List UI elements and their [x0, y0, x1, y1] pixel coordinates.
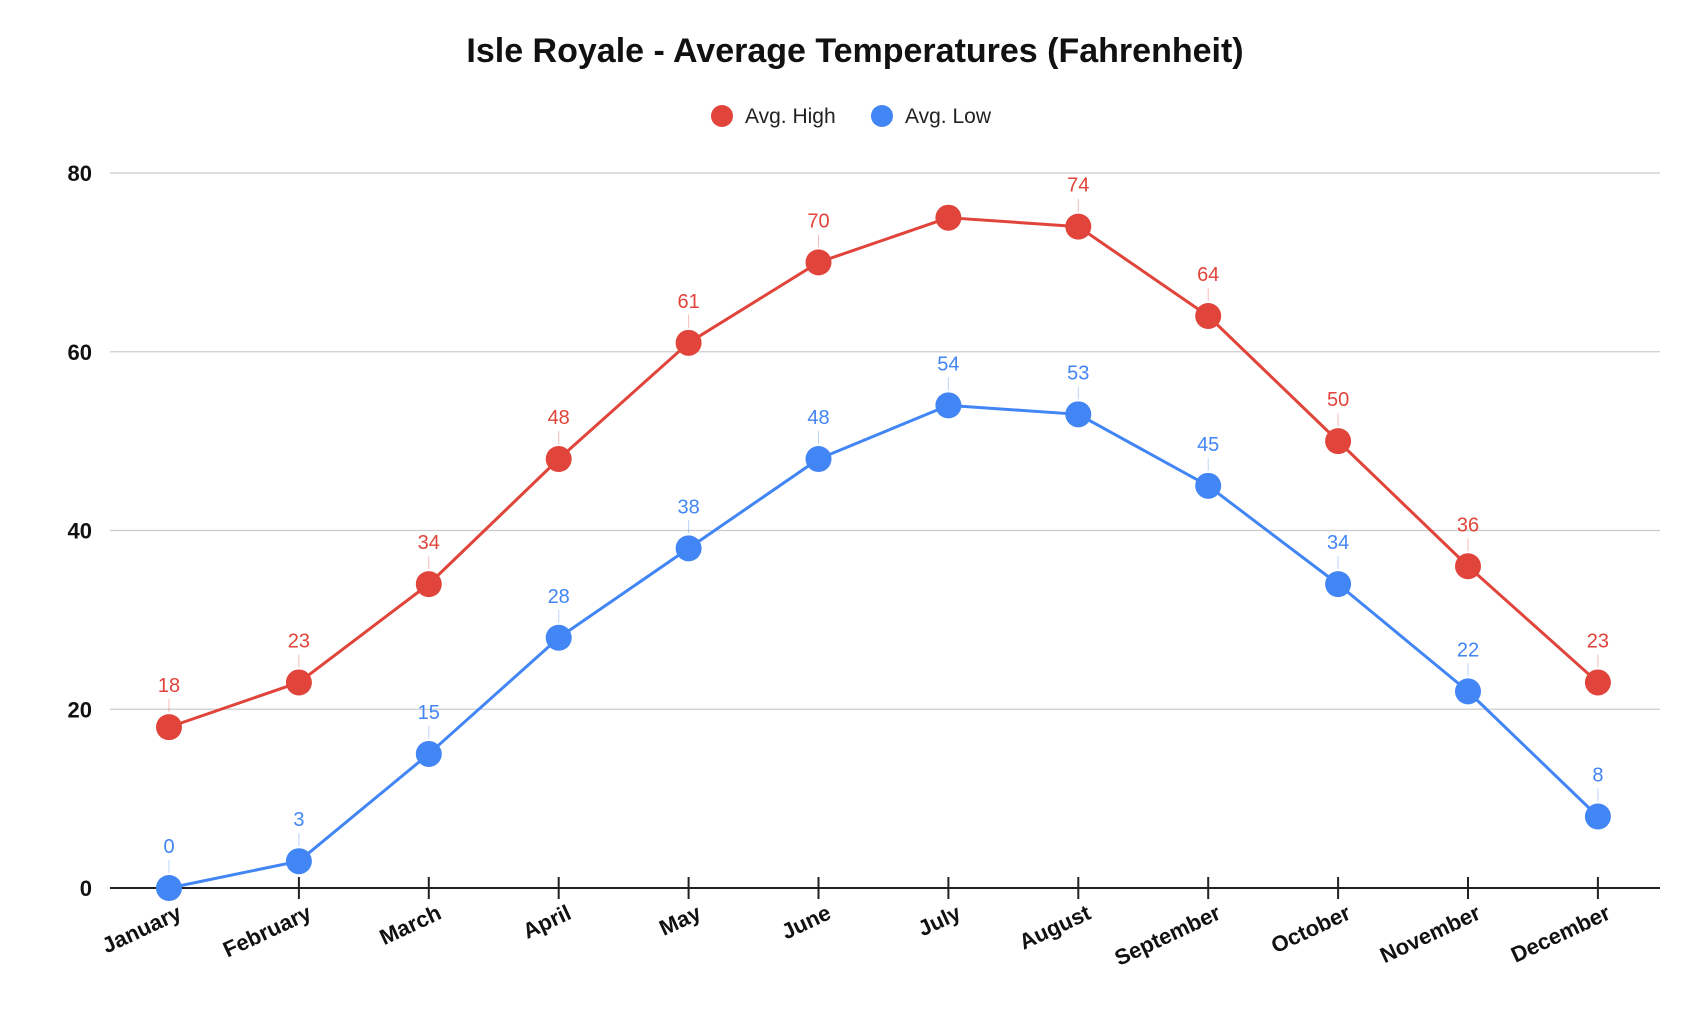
legend-item-avg-high: Avg. High — [711, 105, 836, 128]
x-tick-label-march: March — [376, 900, 445, 950]
x-tick-label-may: May — [655, 900, 705, 941]
data-label-avg-low-june: 48 — [807, 407, 829, 429]
data-point-avg-high-october[interactable] — [1325, 428, 1352, 455]
series-line-avg-high — [167, 216, 1600, 729]
x-tick-label-september: September — [1111, 900, 1225, 971]
legend-label-avg-high: Avg. High — [745, 105, 836, 128]
data-label-avg-high-may: 61 — [677, 291, 699, 313]
data-point-avg-low-march[interactable] — [415, 740, 442, 767]
data-label-avg-low-may: 38 — [677, 496, 699, 518]
data-point-avg-high-april[interactable] — [545, 446, 572, 472]
data-point-avg-high-december[interactable] — [1584, 669, 1611, 696]
legend-item-avg-low: Avg. Low — [871, 105, 992, 128]
gridlines — [110, 172, 1660, 710]
legend-label-avg-low: Avg. Low — [905, 105, 992, 128]
y-tick-label-20: 20 — [68, 697, 92, 722]
x-tick-label-december: December — [1507, 900, 1614, 968]
data-point-avg-high-july[interactable] — [935, 204, 962, 231]
x-tick-label-april: April — [519, 900, 575, 944]
legend: Avg. High Avg. Low — [711, 105, 992, 128]
x-tick-label-february: February — [219, 900, 316, 963]
data-label-avg-high-september: 64 — [1197, 264, 1219, 286]
data-label-avg-high-august: 74 — [1067, 175, 1089, 197]
data-label-avg-low-august: 53 — [1067, 362, 1089, 384]
data-labels: 18 23 34 48 61 70 74 64 50 36 23 0 3 15 28 38 48 54 53 45 34… — [158, 175, 1609, 873]
y-tick-label-80: 80 — [68, 161, 92, 186]
data-label-avg-low-october: 34 — [1327, 532, 1349, 554]
data-label-avg-low-november: 22 — [1457, 639, 1479, 661]
x-tick-label-july: July — [914, 900, 965, 942]
data-label-avg-low-september: 45 — [1197, 434, 1219, 456]
data-point-avg-low-september[interactable] — [1195, 472, 1222, 499]
data-label-avg-high-march: 34 — [418, 532, 440, 554]
data-point-avg-high-march[interactable] — [415, 571, 442, 598]
data-label-avg-high-june: 70 — [807, 210, 829, 232]
y-tick-label-0: 0 — [80, 876, 92, 901]
data-label-avg-high-december: 23 — [1587, 630, 1609, 652]
x-tick-label-january: January — [98, 900, 186, 959]
data-label-avg-low-march: 15 — [418, 702, 440, 724]
data-label-avg-high-january: 18 — [158, 675, 180, 697]
data-point-avg-low-august[interactable] — [1065, 401, 1092, 428]
data-point-avg-low-february[interactable] — [285, 848, 312, 875]
data-label-avg-low-december: 8 — [1592, 765, 1603, 787]
x-axis-tick-labels: January February March April May June July Augu… — [98, 900, 1614, 971]
data-point-avg-high-may[interactable] — [675, 329, 702, 356]
series — [156, 204, 1611, 901]
chart-title: Isle Royale - Average Temperatures (Fahr… — [466, 32, 1243, 70]
data-point-avg-low-december[interactable] — [1584, 803, 1611, 830]
data-point-avg-low-july[interactable] — [935, 392, 962, 419]
series-avg-low — [156, 392, 1611, 901]
data-point-avg-low-january[interactable] — [156, 875, 182, 901]
x-tick-label-november: November — [1376, 900, 1484, 968]
data-point-avg-low-april[interactable] — [545, 624, 572, 651]
data-point-avg-low-october[interactable] — [1325, 571, 1352, 598]
data-point-avg-high-november[interactable] — [1455, 553, 1481, 580]
x-axis — [110, 877, 1660, 899]
y-axis-tick-labels: 0 20 40 60 80 — [68, 161, 92, 901]
data-label-avg-high-february: 23 — [288, 630, 310, 652]
data-label-avg-low-february: 3 — [293, 809, 304, 831]
data-point-avg-low-june[interactable] — [805, 446, 832, 472]
series-line-avg-low — [167, 403, 1600, 890]
y-tick-label-60: 60 — [68, 340, 92, 365]
data-point-avg-high-january[interactable] — [156, 714, 182, 741]
data-label-avg-low-april: 28 — [548, 586, 570, 608]
x-tick-label-august: August — [1015, 900, 1095, 955]
data-label-avg-high-october: 50 — [1327, 389, 1349, 411]
data-point-avg-high-september[interactable] — [1195, 303, 1222, 329]
series-avg-high — [156, 204, 1611, 741]
data-point-avg-high-february[interactable] — [285, 669, 312, 696]
data-label-avg-low-january: 0 — [163, 836, 174, 858]
data-point-avg-high-august[interactable] — [1065, 213, 1092, 240]
data-point-avg-low-may[interactable] — [675, 535, 702, 562]
data-label-avg-high-november: 36 — [1457, 514, 1479, 536]
x-tick-label-june: June — [778, 900, 835, 944]
data-label-avg-high-april: 48 — [548, 407, 570, 429]
legend-marker-avg-high — [711, 105, 733, 127]
data-label-avg-low-july: 54 — [937, 353, 959, 375]
data-point-avg-high-june[interactable] — [805, 249, 832, 276]
legend-marker-avg-low — [871, 105, 893, 127]
data-point-avg-low-november[interactable] — [1455, 678, 1481, 705]
y-tick-label-40: 40 — [68, 519, 92, 544]
x-tick-label-october: October — [1267, 900, 1354, 958]
